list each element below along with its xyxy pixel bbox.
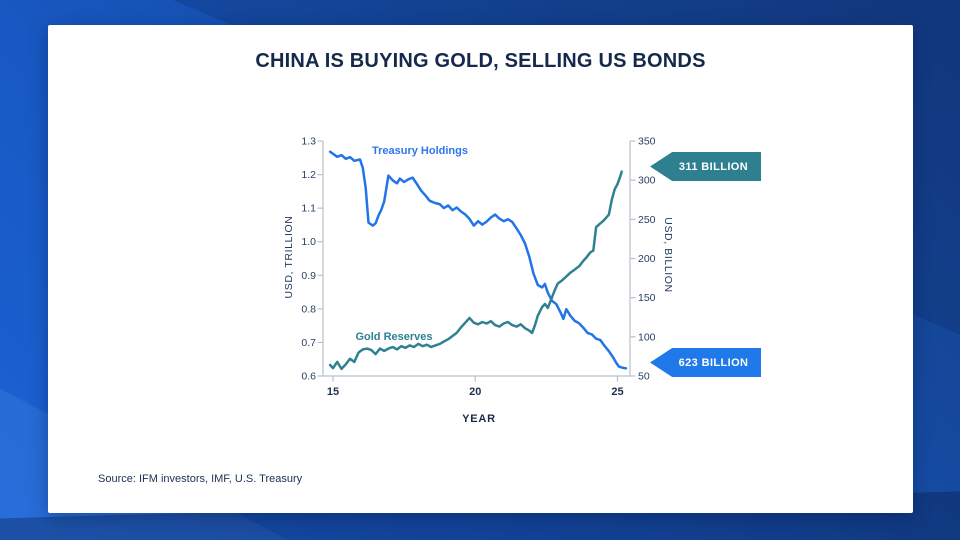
x-tick-label: 20 <box>469 386 481 398</box>
right-tick-label: 350 <box>638 136 656 148</box>
left-axis-title: USD, TRILLION <box>283 215 295 299</box>
right-tick-label: 200 <box>638 253 656 265</box>
left-tick-label: 0.8 <box>301 303 316 315</box>
right-tick-label: 50 <box>638 371 650 383</box>
x-axis-title: YEAR <box>462 413 496 425</box>
gold-value-callout: 311 BILLION <box>650 152 761 181</box>
series-line-0 <box>328 150 628 370</box>
gold-series-label: Gold Reserves <box>355 331 433 343</box>
left-tick-label: 1.2 <box>301 169 316 181</box>
left-tick-label: 0.9 <box>301 270 316 282</box>
right-tick-label: 150 <box>638 292 656 304</box>
right-axis-title: USD, BILLION <box>662 217 674 293</box>
page-title: CHINA IS BUYING GOLD, SELLING US BONDS <box>255 50 706 72</box>
x-tick-label: 15 <box>327 386 339 398</box>
treasury-value-callout: 623 BILLION <box>650 348 761 377</box>
left-tick-label: 1.1 <box>301 203 316 215</box>
left-tick-label: 1.3 <box>301 136 316 148</box>
x-tick-label: 25 <box>611 386 623 398</box>
slide-card <box>48 25 913 513</box>
source-note: Source: IFM investors, IMF, U.S. Treasur… <box>98 473 303 485</box>
right-tick-label: 300 <box>638 175 656 187</box>
right-tick-label: 100 <box>638 331 656 343</box>
right-tick-label: 250 <box>638 214 656 226</box>
left-tick-label: 0.7 <box>301 337 316 349</box>
treasury-series-label: Treasury Holdings <box>372 145 468 157</box>
series-line-1 <box>328 170 623 371</box>
left-tick-label: 0.6 <box>301 371 316 383</box>
gold-value-label: 311 BILLION <box>678 160 749 173</box>
left-tick-label: 1.0 <box>301 236 316 248</box>
axes: 1.3 1.2 1.1 1.0 0.9 0.8 0.7 0.6 350 300 250 200 150 1… <box>301 136 655 399</box>
treasury-value-label: 623 BILLION <box>678 356 749 369</box>
